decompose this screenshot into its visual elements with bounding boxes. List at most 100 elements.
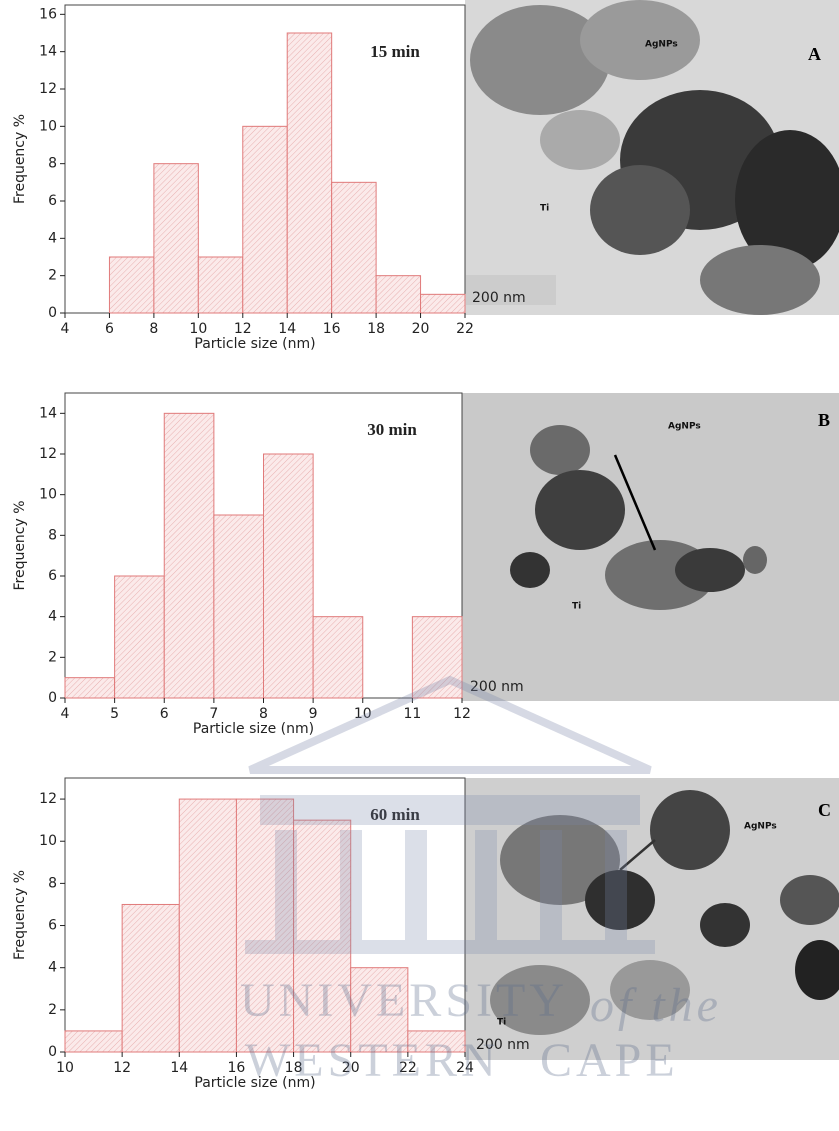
x-tick-label: 22 [456, 321, 474, 337]
watermark-text: UNIVERSITY [240, 974, 568, 1027]
y-tick-label: 4 [48, 609, 57, 625]
y-axis-title: Frequency % [12, 500, 28, 590]
x-tick-label: 12 [453, 706, 471, 722]
tem-image: AgNPs Ti 200 nm B [462, 393, 839, 701]
image-label: AgNPs [744, 822, 777, 832]
bar [108, 256, 155, 314]
y-tick-label: 12 [39, 791, 57, 807]
bar [350, 967, 409, 1053]
x-tick-label: 10 [354, 706, 372, 722]
x-tick-label: 22 [399, 1060, 417, 1076]
x-tick-label: 6 [160, 706, 169, 722]
y-axis-title: Frequency % [12, 114, 28, 204]
x-tick-label: 24 [456, 1060, 474, 1076]
y-tick-label: 10 [39, 487, 57, 503]
y-tick-label: 6 [48, 568, 57, 584]
x-tick-label: 8 [259, 706, 268, 722]
x-tick-label: 18 [367, 321, 385, 337]
x-tick-label: 7 [209, 706, 218, 722]
bar [263, 453, 314, 699]
bar [420, 293, 466, 314]
scale-bar-label: 200 nm [476, 1037, 530, 1053]
x-tick-label: 4 [61, 321, 70, 337]
y-tick-label: 16 [39, 6, 57, 22]
panel-label: A [808, 44, 821, 64]
x-tick-label: 9 [309, 706, 318, 722]
watermark-text: WESTERN [245, 1034, 500, 1087]
y-tick-label: 8 [48, 875, 57, 891]
bar [411, 616, 463, 699]
y-tick-label: 2 [48, 1002, 57, 1018]
bar [213, 514, 264, 699]
x-tick-label: 12 [234, 321, 252, 337]
x-tick-label: 20 [342, 1060, 360, 1076]
y-tick-label: 2 [48, 268, 57, 284]
panel-title: 30 min [367, 420, 417, 439]
watermark-text: of the [590, 979, 722, 1032]
tem-image: AgNPs Ti 200 nm C [465, 778, 839, 1060]
image-label: Ti [497, 1018, 506, 1028]
chart: 0 2 4 6 8 10 12 14 4 5 6 7 8 9 10 11 12 Particle size (nm… [12, 392, 471, 737]
scale-bar-label: 200 nm [472, 290, 526, 306]
image-label: Ti [572, 602, 581, 612]
watermark-text: CAPE [540, 1034, 679, 1087]
y-tick-label: 14 [39, 44, 57, 60]
x-axis-title: Particle size (nm) [194, 336, 315, 352]
bar [178, 798, 237, 1053]
y-tick-label: 0 [48, 305, 57, 321]
x-tick-label: 10 [189, 321, 207, 337]
bar [312, 616, 364, 699]
y-tick-label: 6 [48, 918, 57, 934]
bar [375, 275, 422, 314]
bar [64, 677, 116, 699]
y-tick-label: 2 [48, 649, 57, 665]
y-tick-label: 12 [39, 81, 57, 97]
arrow [613, 454, 657, 551]
y-tick-label: 4 [48, 960, 57, 976]
x-tick-label: 6 [105, 321, 114, 337]
x-tick-label: 8 [149, 321, 158, 337]
y-tick-label: 8 [48, 156, 57, 172]
y-tick-label: 12 [39, 446, 57, 462]
panel-label: B [818, 410, 830, 430]
arrow [619, 839, 656, 871]
tem-image: AgNPs Ti 200 nm A [465, 0, 839, 315]
y-tick-label: 10 [39, 833, 57, 849]
x-tick-label: 20 [412, 321, 430, 337]
bar [407, 1030, 466, 1053]
y-tick-label: 14 [39, 405, 57, 421]
bar [64, 1030, 123, 1053]
x-tick-label: 14 [278, 321, 296, 337]
x-tick-label: 16 [323, 321, 341, 337]
scale-bar-label: 200 nm [470, 679, 524, 695]
bar [286, 32, 333, 314]
panel-label: C [818, 800, 831, 820]
bar [163, 412, 215, 699]
bar [235, 798, 295, 1053]
panel-title: 60 min [370, 805, 420, 824]
x-axis-title: Particle size (nm) [194, 1075, 315, 1091]
x-tick-label: 16 [228, 1060, 246, 1076]
bar [331, 181, 377, 314]
x-tick-label: 10 [56, 1060, 74, 1076]
image-label: AgNPs [668, 422, 701, 432]
x-tick-label: 14 [170, 1060, 188, 1076]
x-tick-label: 11 [403, 706, 421, 722]
bar [153, 163, 199, 314]
chart: 0 2 4 6 8 10 12 14 16 4 6 8 10 12 14 16 18 20 22 Particle s… [12, 4, 474, 352]
bar [114, 575, 165, 699]
x-tick-label: 5 [110, 706, 119, 722]
x-tick-label: 18 [285, 1060, 303, 1076]
bar [293, 819, 352, 1053]
y-tick-label: 6 [48, 193, 57, 209]
image-label: Ti [540, 204, 549, 214]
image-label: AgNPs [645, 40, 678, 50]
panel-title: 15 min [370, 42, 420, 61]
x-tick-label: 4 [61, 706, 70, 722]
y-tick-label: 10 [39, 118, 57, 134]
bar [121, 903, 180, 1053]
x-tick-label: 12 [113, 1060, 131, 1076]
